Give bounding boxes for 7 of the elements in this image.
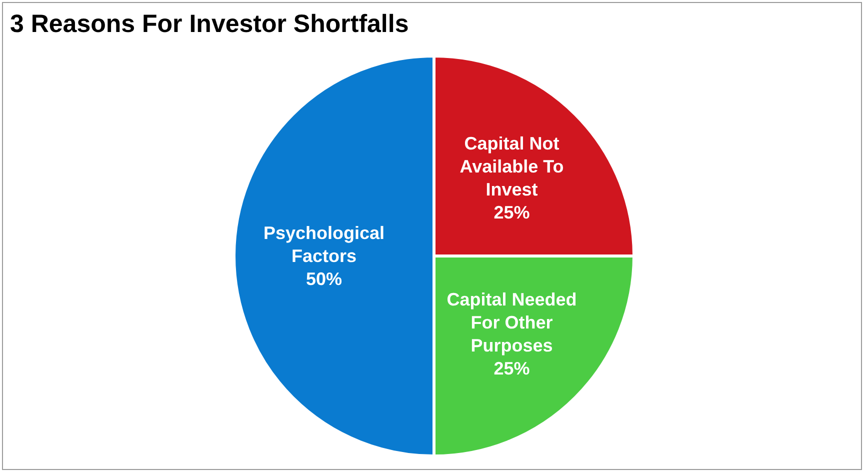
data-label: 25% <box>494 358 530 378</box>
slice-label: Capital Needed For Other Purposes <box>446 289 577 356</box>
slice-label: Capital Not Available To Invest <box>460 134 564 200</box>
data-label: 25% <box>494 202 530 223</box>
data-label: 50% <box>306 269 342 289</box>
chart-title: 3 Reasons For Investor Shortfalls <box>10 10 409 39</box>
slice-label: Psychological Factors <box>263 223 385 266</box>
